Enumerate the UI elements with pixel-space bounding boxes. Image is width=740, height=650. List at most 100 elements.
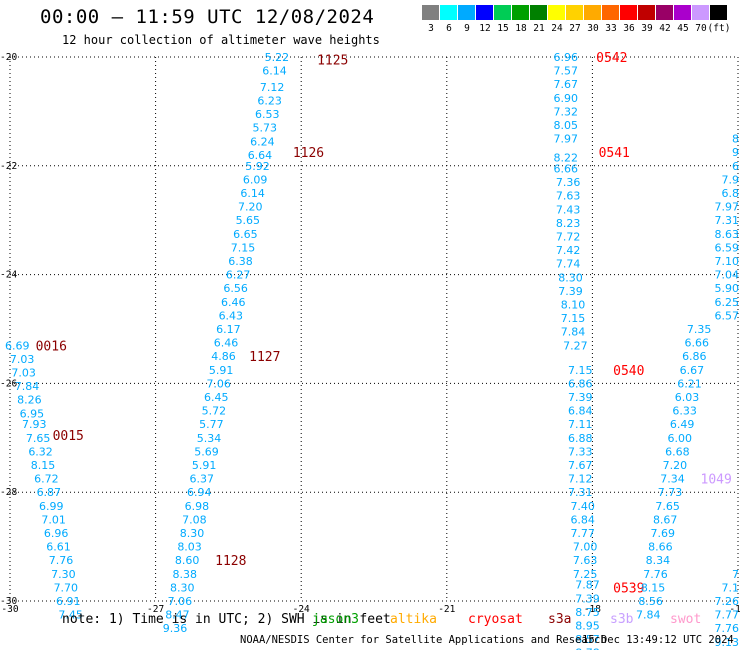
wave-height-value: 6.43: [219, 309, 244, 322]
wave-height-value: 5.22: [265, 51, 290, 64]
wave-height-value: 8.26: [17, 394, 42, 407]
wave-height-value: 7.33: [568, 445, 593, 458]
wave-height-value: 5.34: [197, 432, 222, 445]
wave-height-value: 8.15: [31, 459, 56, 472]
wave-height-value: 8.38: [172, 568, 197, 581]
wave-height-value: 8.22: [553, 152, 578, 165]
scale-swatch: [584, 5, 601, 20]
wave-height-value: 6.84: [568, 405, 593, 418]
wave-height-value: 6.68: [665, 445, 690, 458]
wave-height-value: 6.00: [668, 432, 693, 445]
note-text: note: 1) Time is in UTC; 2) SWH is in fe…: [62, 612, 391, 627]
wave-height-value: 7.11: [568, 418, 593, 431]
wave-height-value: 7.12: [260, 81, 285, 94]
scale-swatch: [656, 5, 673, 20]
wave-height-value: 7.36: [556, 176, 581, 189]
swath-track: 6.697.037.037.848.266.957.937.656.328.15…: [5, 339, 84, 621]
wave-height-value: 6.96: [553, 51, 578, 64]
satellite-legend-item: s3b: [610, 612, 634, 627]
wave-height-value: 5.92: [245, 160, 270, 173]
scale-label: 30: [587, 23, 599, 34]
page-title: 00:00 — 11:59 UTC 12/08/2024: [40, 6, 375, 28]
wave-height-value: 7.63: [573, 554, 598, 567]
wave-height-value: 8.75: [575, 606, 600, 619]
wave-height-value: 7.63: [556, 190, 581, 203]
x-tick-label: -18: [584, 604, 601, 615]
wave-height-value: 6.87: [37, 486, 62, 499]
wave-height-value: 6.46: [221, 296, 246, 309]
wave-height-value: 7.76: [715, 622, 740, 635]
scale-label: 42: [659, 23, 671, 34]
y-tick-label: -30: [0, 596, 17, 607]
time-label: 0016: [36, 339, 67, 354]
swath-track: 5.226.147.126.236.535.736.246.645.926.09…: [163, 51, 349, 635]
scale-label: (ft): [707, 23, 731, 34]
swath-track: 6.967.577.676.907.328.057.978.226.667.36…: [553, 51, 644, 650]
swath-track: 8967.96.87.977.318.636.597.107.045.906.2…: [636, 133, 739, 649]
wave-height-value: 7.77: [715, 609, 740, 622]
wave-height-value: 7.84: [15, 380, 40, 393]
scale-swatch: [620, 5, 637, 20]
scale-swatch: [512, 5, 529, 20]
wave-height-value: 5.73: [253, 122, 278, 135]
scale-label: 45: [677, 23, 689, 34]
wave-height-value: 7.10: [715, 255, 740, 268]
scale-label: 70: [695, 23, 707, 34]
wave-height-value: 7.93: [22, 418, 47, 431]
wave-height-value: 9: [732, 146, 739, 159]
wave-height-value: 6.8: [722, 187, 740, 200]
wave-height-value: 6.14: [262, 65, 287, 78]
wave-height-value: 6.61: [46, 541, 71, 554]
wave-height-value: 8: [732, 133, 739, 146]
wave-height-value: 6.37: [189, 473, 214, 486]
wave-height-value: 6.45: [204, 391, 229, 404]
wave-height-value: 7.25: [573, 568, 598, 581]
wave-height-value: 7.39: [575, 592, 600, 605]
scale-swatch: [566, 5, 583, 20]
wave-height-value: 7.70: [54, 581, 79, 594]
wave-height-value: 7.35: [687, 323, 712, 336]
wave-height-value: 6.95: [20, 407, 45, 420]
wave-height-value: 7.01: [41, 513, 66, 526]
scale-swatch: [530, 5, 547, 20]
wave-height-value: 8.30: [170, 581, 195, 594]
scale-label: 21: [533, 23, 545, 34]
scale-swatch: [638, 5, 655, 20]
time-label: 0539: [613, 581, 644, 596]
wave-height-value: 6.69: [5, 339, 30, 352]
wave-height-value: 7.03: [10, 353, 35, 366]
time-label: 0542: [596, 51, 627, 66]
wave-height-value: 7.69: [651, 527, 676, 540]
satellite-legend-item: s3a: [548, 612, 572, 627]
wave-height-value: 7.04: [715, 269, 740, 282]
time-label: 0015: [53, 429, 84, 444]
scale-label: 27: [569, 23, 581, 34]
y-tick-label: -26: [0, 378, 17, 389]
wave-height-value: 8.10: [561, 299, 586, 312]
scale-swatch: [710, 5, 727, 20]
wave-height-value: 9.13: [715, 636, 740, 649]
wave-height-value: 6.72: [34, 473, 59, 486]
wave-height-value: 8.30: [180, 527, 205, 540]
wave-height-value: 7.34: [660, 473, 685, 486]
satellite-legend-item: jason3: [312, 612, 359, 627]
wave-height-value: 7.76: [49, 554, 74, 567]
time-label: 0540: [613, 364, 644, 379]
scale-swatch: [494, 5, 511, 20]
wave-height-value: 6.65: [233, 228, 258, 241]
scale-label: 9: [464, 23, 470, 34]
wave-height-value: 6.23: [257, 95, 282, 108]
scale-label: 3: [428, 23, 434, 34]
time-label: 0541: [599, 146, 630, 161]
wave-height-value: 6.90: [553, 92, 578, 105]
wave-height-value: 7: [732, 568, 739, 581]
y-tick-label: -20: [0, 52, 17, 63]
scale-swatch: [692, 5, 709, 20]
wave-height-value: 7.9: [722, 173, 740, 186]
wave-height-value: 6.25: [715, 296, 740, 309]
wave-height-value: 7.20: [663, 459, 688, 472]
wave-height-value: 5.65: [236, 214, 261, 227]
time-label: 1127: [249, 350, 280, 365]
wave-height-value: 7.15: [568, 364, 593, 377]
satellite-legend-item: cryosat: [468, 612, 523, 627]
